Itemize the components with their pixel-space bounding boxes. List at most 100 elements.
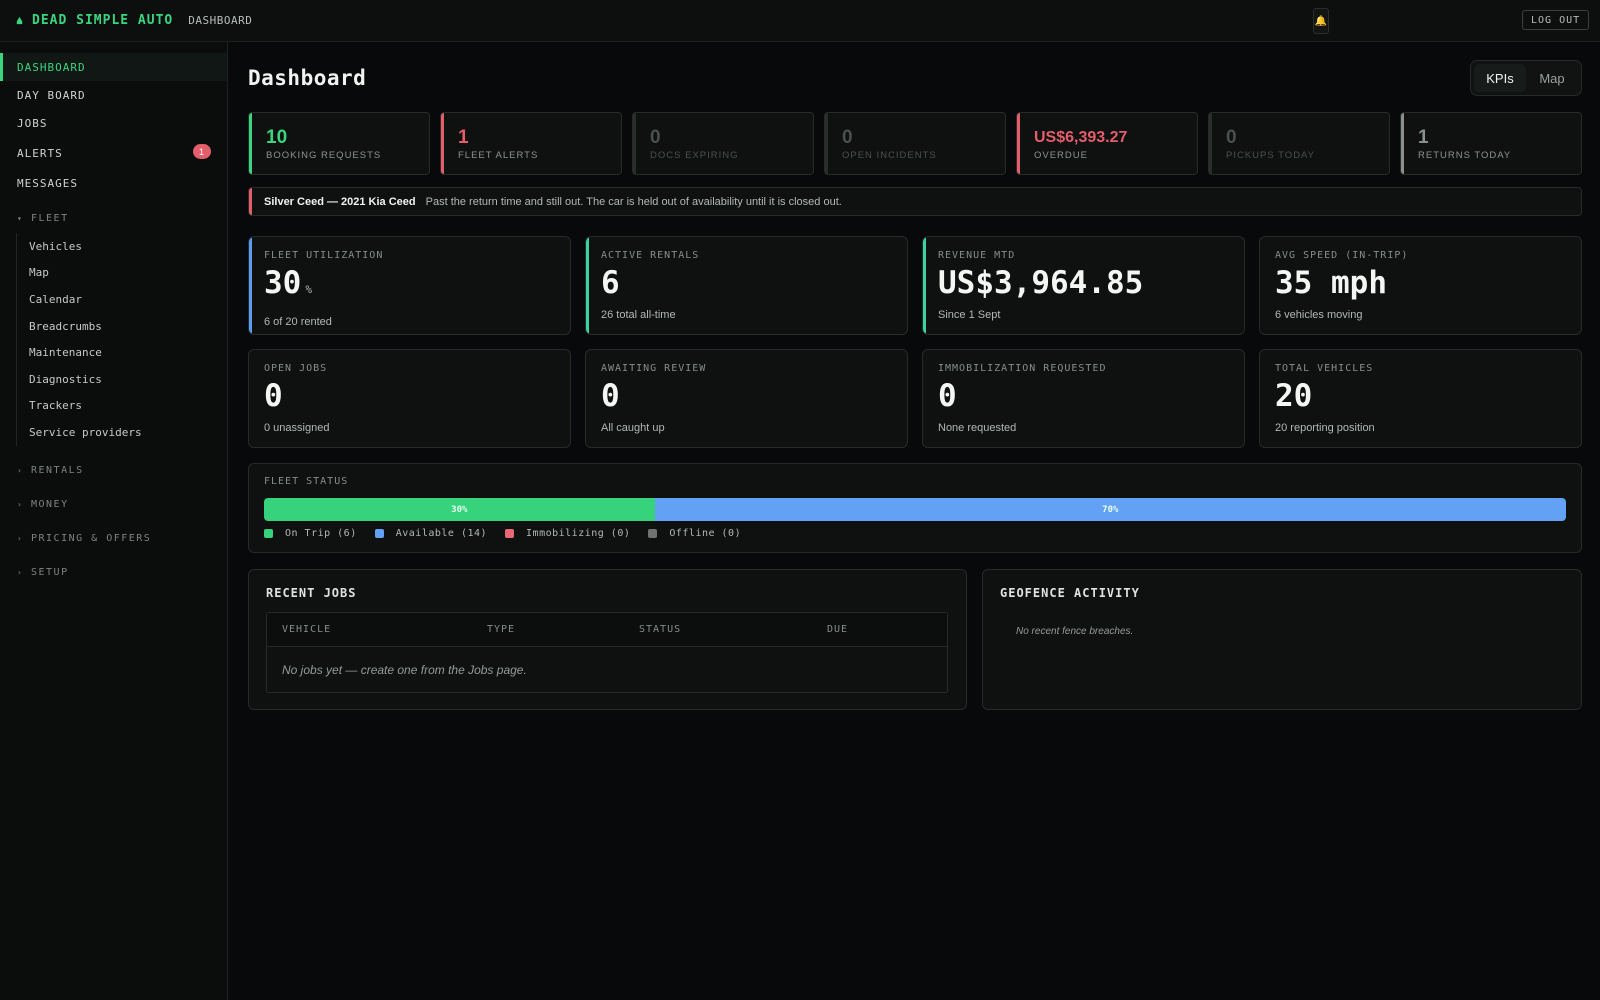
legend-swatch	[374, 529, 384, 538]
kpi-open-incidents[interactable]: 0 OPEN INCIDENTS	[824, 112, 1006, 175]
stat-value: 20	[1275, 378, 1313, 414]
alert-message: Past the return time and still out. The …	[425, 195, 842, 208]
sidebar-item-label: ALERTS	[17, 146, 63, 160]
geofence-activity-title: GEOFENCE ACTIVITY	[1000, 586, 1140, 600]
kpi-pickups-today[interactable]: 0 PICKUPS TODAY	[1208, 112, 1390, 175]
stat-subtext: 26 total all-time	[601, 309, 676, 321]
sidebar-item-alerts[interactable]: ALERTS 1	[0, 137, 227, 169]
sidebar-item-dashboard[interactable]: DASHBOARD	[0, 53, 227, 81]
fleet-segment-on-trip: 30%	[264, 498, 655, 521]
kpi-label: RETURNS TODAY	[1418, 150, 1512, 161]
sidebar-group-setup[interactable]: › SETUP	[0, 556, 227, 590]
fleet-status-bar: 30% 70%	[264, 498, 1566, 521]
sidebar-group-label: SETUP	[31, 567, 69, 579]
stat-label: REVENUE MTD	[938, 250, 1016, 261]
kpi-label: FLEET ALERTS	[458, 150, 539, 161]
fleet-status-card: FLEET STATUS 30% 70% On Trip (6) Availabl…	[248, 463, 1582, 553]
kpi-label: OPEN INCIDENTS	[842, 150, 937, 161]
breadcrumb: DASHBOARD	[188, 14, 253, 27]
sidebar-item-map[interactable]: Map	[29, 266, 49, 280]
tab-map[interactable]: Map	[1539, 70, 1565, 86]
column-header-vehicle[interactable]: VEHICLE	[282, 624, 332, 635]
sidebar-item-diagnostics[interactable]: Diagnostics	[29, 372, 102, 386]
fleet-submenu: Vehicles Map Calendar Breadcrumbs Mainte…	[16, 233, 227, 446]
legend-swatch	[505, 529, 515, 538]
sidebar-group-money[interactable]: › MONEY	[0, 488, 227, 522]
kpi-label: BOOKING REQUESTS	[266, 150, 382, 161]
recent-jobs-table: VEHICLE TYPE STATUS DUE No jobs yet — cr…	[266, 612, 948, 693]
kpi-docs-expiring[interactable]: 0 DOCS EXPIRING	[632, 112, 814, 175]
stat-label: ACTIVE RENTALS	[601, 250, 700, 261]
kpi-label: PICKUPS TODAY	[1226, 150, 1316, 161]
sidebar-item-messages[interactable]: MESSAGES	[17, 176, 78, 190]
sidebar-group-label: FLEET	[31, 212, 69, 224]
legend-label: Available (14)	[395, 528, 488, 539]
sidebar-item-vehicles[interactable]: Vehicles	[29, 239, 82, 253]
stat-subtext: 20 reporting position	[1275, 422, 1375, 434]
legend-swatch	[648, 529, 658, 538]
page-title: Dashboard	[248, 66, 367, 90]
legend-swatch	[264, 529, 273, 538]
column-header-due[interactable]: DUE	[827, 624, 849, 635]
sidebar-item-calendar[interactable]: Calendar	[29, 292, 82, 306]
sidebar-item-trackers[interactable]: Trackers	[29, 399, 82, 413]
stat-fleet-utilization: FLEET UTILIZATION 30% 6 of 20 rented	[248, 236, 571, 335]
column-header-type[interactable]: TYPE	[487, 624, 516, 635]
stat-unit: %	[305, 283, 312, 296]
chevron-right-icon: ›	[17, 568, 24, 578]
stat-immobilization-requested: IMMOBILIZATION REQUESTED 0 None requeste…	[922, 349, 1245, 448]
kpi-value: US$6,393.27	[1034, 129, 1128, 146]
stat-value: 0	[938, 378, 957, 414]
overdue-alert-banner[interactable]: Silver Ceed — 2021 Kia Ceed Past the ret…	[248, 187, 1582, 216]
sidebar-item-maintenance[interactable]: Maintenance	[29, 346, 102, 360]
stat-value: 35 mph	[1275, 265, 1387, 301]
kpi-booking-requests[interactable]: 10 BOOKING REQUESTS	[248, 112, 430, 175]
alert-vehicle: Silver Ceed — 2021 Kia Ceed	[264, 195, 416, 208]
geofence-empty-state: No recent fence breaches.	[1016, 626, 1134, 637]
legend-offline: Offline (0)	[648, 528, 741, 539]
fleet-status-legend: On Trip (6) Available (14) Immobilizing …	[264, 528, 741, 539]
fleet-segment-available: 70%	[654, 498, 1566, 521]
sidebar: DASHBOARD DAY BOARD JOBS ALERTS 1 MESSAG…	[0, 42, 228, 1000]
column-header-status[interactable]: STATUS	[639, 624, 682, 635]
kpi-value: 0	[650, 127, 661, 148]
stat-subtext: All caught up	[601, 422, 665, 434]
stat-subtext: 0 unassigned	[264, 422, 330, 434]
brand[interactable]: DEAD SIMPLE AUTO	[15, 13, 173, 28]
kpi-value: 1	[1418, 127, 1429, 148]
recent-jobs-title: RECENT JOBS	[266, 586, 357, 600]
sidebar-item-service-providers[interactable]: Service providers	[29, 425, 142, 439]
car-logo-icon	[16, 16, 23, 25]
kpi-value: 10	[266, 127, 288, 148]
sidebar-group-pricing-offers[interactable]: › PRICING & OFFERS	[0, 522, 227, 556]
stat-value: US$3,964.85	[938, 265, 1144, 301]
legend-label: Immobilizing (0)	[526, 528, 631, 539]
sidebar-item-jobs[interactable]: JOBS	[17, 116, 48, 130]
sidebar-group-rentals[interactable]: › RENTALS	[0, 454, 227, 488]
stat-subtext: None requested	[938, 422, 1017, 434]
sidebar-item-breadcrumbs[interactable]: Breadcrumbs	[29, 319, 102, 333]
kpi-overdue[interactable]: US$6,393.27 OVERDUE	[1016, 112, 1198, 175]
sidebar-item-day-board[interactable]: DAY BOARD	[17, 88, 86, 102]
stat-label: OPEN JOBS	[264, 363, 328, 374]
stat-label: FLEET UTILIZATION	[264, 250, 384, 261]
alerts-count-badge: 1	[193, 144, 211, 159]
tab-kpis[interactable]: KPIs	[1474, 64, 1526, 92]
sidebar-group-label: RENTALS	[31, 465, 84, 477]
brand-name: DEAD SIMPLE AUTO	[32, 13, 174, 28]
table-header: VEHICLE TYPE STATUS DUE	[267, 613, 947, 647]
stat-label: AVG SPEED (IN-TRIP)	[1275, 250, 1409, 261]
top-bar: DEAD SIMPLE AUTO DASHBOARD 🔔 LOG OUT	[0, 0, 1600, 42]
sidebar-group-fleet[interactable]: ▾ FLEET	[0, 203, 227, 233]
legend-immobilizing: Immobilizing (0)	[505, 528, 630, 539]
kpi-returns-today[interactable]: 1 RETURNS TODAY	[1400, 112, 1582, 175]
recent-jobs-panel: RECENT JOBS VEHICLE TYPE STATUS DUE No j…	[248, 569, 967, 710]
stat-open-jobs: OPEN JOBS 0 0 unassigned	[248, 349, 571, 448]
kpi-label: OVERDUE	[1034, 150, 1088, 161]
bell-icon[interactable]: 🔔	[1313, 8, 1329, 34]
legend-on-trip: On Trip (6)	[264, 528, 357, 539]
logout-button[interactable]: LOG OUT	[1522, 10, 1590, 30]
jobs-empty-state: No jobs yet — create one from the Jobs p…	[282, 663, 527, 677]
kpi-fleet-alerts[interactable]: 1 FLEET ALERTS	[440, 112, 622, 175]
stat-avg-speed: AVG SPEED (IN-TRIP) 35 mph 6 vehicles mo…	[1259, 236, 1582, 335]
